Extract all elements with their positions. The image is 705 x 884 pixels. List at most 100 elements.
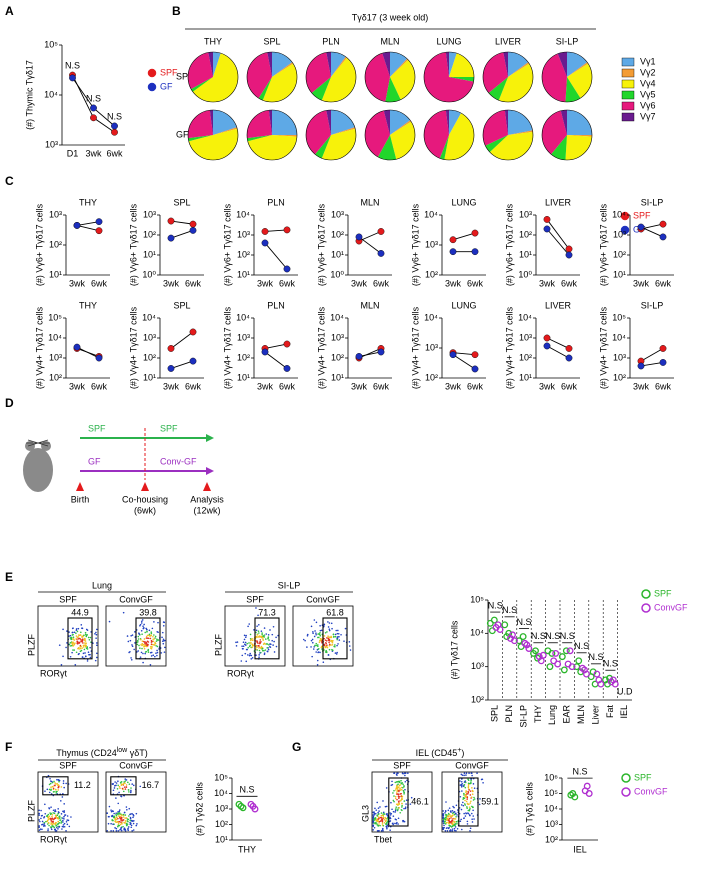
cytometry-dot [63,815,65,818]
legend-marker [620,211,630,221]
cytometry-dot [373,826,376,829]
cytometry-dot [82,642,84,644]
cytometry-dot [148,629,151,632]
cytometry-dot [241,645,243,648]
cytometry-dot [453,806,455,809]
cytometry-dot [335,653,338,655]
pie-wedge [508,52,529,77]
cytometry-dot [453,824,456,827]
cytometry-dot [60,664,63,666]
cytometry-dot [47,813,50,816]
cytometry-dot [77,636,80,638]
cytometry-dot [386,814,389,817]
pie-wedge [565,135,592,160]
cytometry-dot [60,822,62,824]
cytometry-dot [124,782,126,784]
pie-wedge [246,110,272,139]
data-point [611,680,619,688]
cytometry-dot [53,780,55,783]
cytometry-dot [78,637,81,640]
cytometry-dot [250,638,253,641]
legend-swatch [621,68,635,78]
cytometry-dot [338,635,340,638]
annotation: N.S [516,617,531,627]
cytometry-dot [255,645,257,648]
cytometry-dot [62,821,64,823]
cytometry-dot [344,627,347,630]
cytometry-dot [399,793,402,795]
data-point [585,790,593,797]
data-point [235,800,243,808]
cytometry-dot [142,643,145,646]
cytometry-dot [71,651,73,654]
cytometry-dot [129,821,131,824]
cytometry-dot [124,828,127,831]
cytometry-dot [479,798,481,800]
cytometry-dot [256,641,259,644]
cytometry-dot [446,814,448,816]
cytometry-dot [273,640,275,643]
cytometry-dot [331,627,333,630]
cytometry-dot [462,798,464,800]
x-tick-label: Fat [605,705,615,719]
cytometry-dot [117,822,120,825]
cytometry-dot [119,829,121,831]
pie-wedge [213,127,238,135]
cytometry-dot [141,642,144,645]
x-tick-label: 3wk [69,278,86,288]
cytometry-dot [66,642,68,644]
cytometry-dot [76,642,79,645]
cytometry-dot [75,638,77,640]
pie-wedge [326,110,331,135]
cytometry-dot [385,805,388,808]
cytometry-dot [140,651,143,654]
legend-label: SPF [654,588,672,598]
cytometry-dot [332,633,335,636]
cytometry-dot [57,828,59,830]
cytometry-dot [49,782,52,785]
cytometry-dot [136,823,138,825]
cytometry-dot [328,628,331,631]
cytometry-dot [398,797,400,800]
data-point [111,128,118,136]
flow-title-part: γδT) [127,748,148,758]
series-line [640,361,664,367]
cytometry-dot [164,646,166,649]
cytometry-dot [304,639,306,642]
cytometry-dot [88,638,91,641]
arrow-label: GF [88,456,101,466]
cytometry-dot [466,806,468,808]
gate-value: 71.3 [258,608,276,618]
pie-outline [305,109,357,161]
cytometry-dot [462,796,465,799]
cytometry-dot [45,820,47,823]
cytometry-dot [310,646,312,648]
cytometry-dot [317,645,319,648]
data-point [90,104,97,112]
chart-title: SPL [173,300,190,310]
pie-wedge [247,135,297,161]
cytometry-dot [463,783,466,786]
cytometry-dot [444,820,446,823]
cytometry-dot [81,656,84,658]
cytometry-dot [400,788,403,791]
cytometry-dot [381,822,384,824]
pie-wedge [331,56,347,77]
cytometry-dot [255,654,257,656]
cytometry-dot [152,640,155,643]
cytometry-dot [332,635,335,638]
cytometry-dot [257,630,260,633]
pie-wedge [258,77,272,101]
cytometry-dot [71,631,74,634]
pie-wedge [272,62,294,77]
pie-wedge [560,110,567,135]
y-tick-label: 10² [143,229,156,239]
x-tick-label: Lung [547,705,557,725]
cytometry-dot [392,822,394,825]
x-tick-label: 3wk [633,278,650,288]
cytometry-dot [55,816,58,818]
cytometry-dot [394,809,397,812]
cytometry-dot [460,828,463,831]
cytometry-dot [306,633,309,636]
cytometry-dot [62,655,64,658]
